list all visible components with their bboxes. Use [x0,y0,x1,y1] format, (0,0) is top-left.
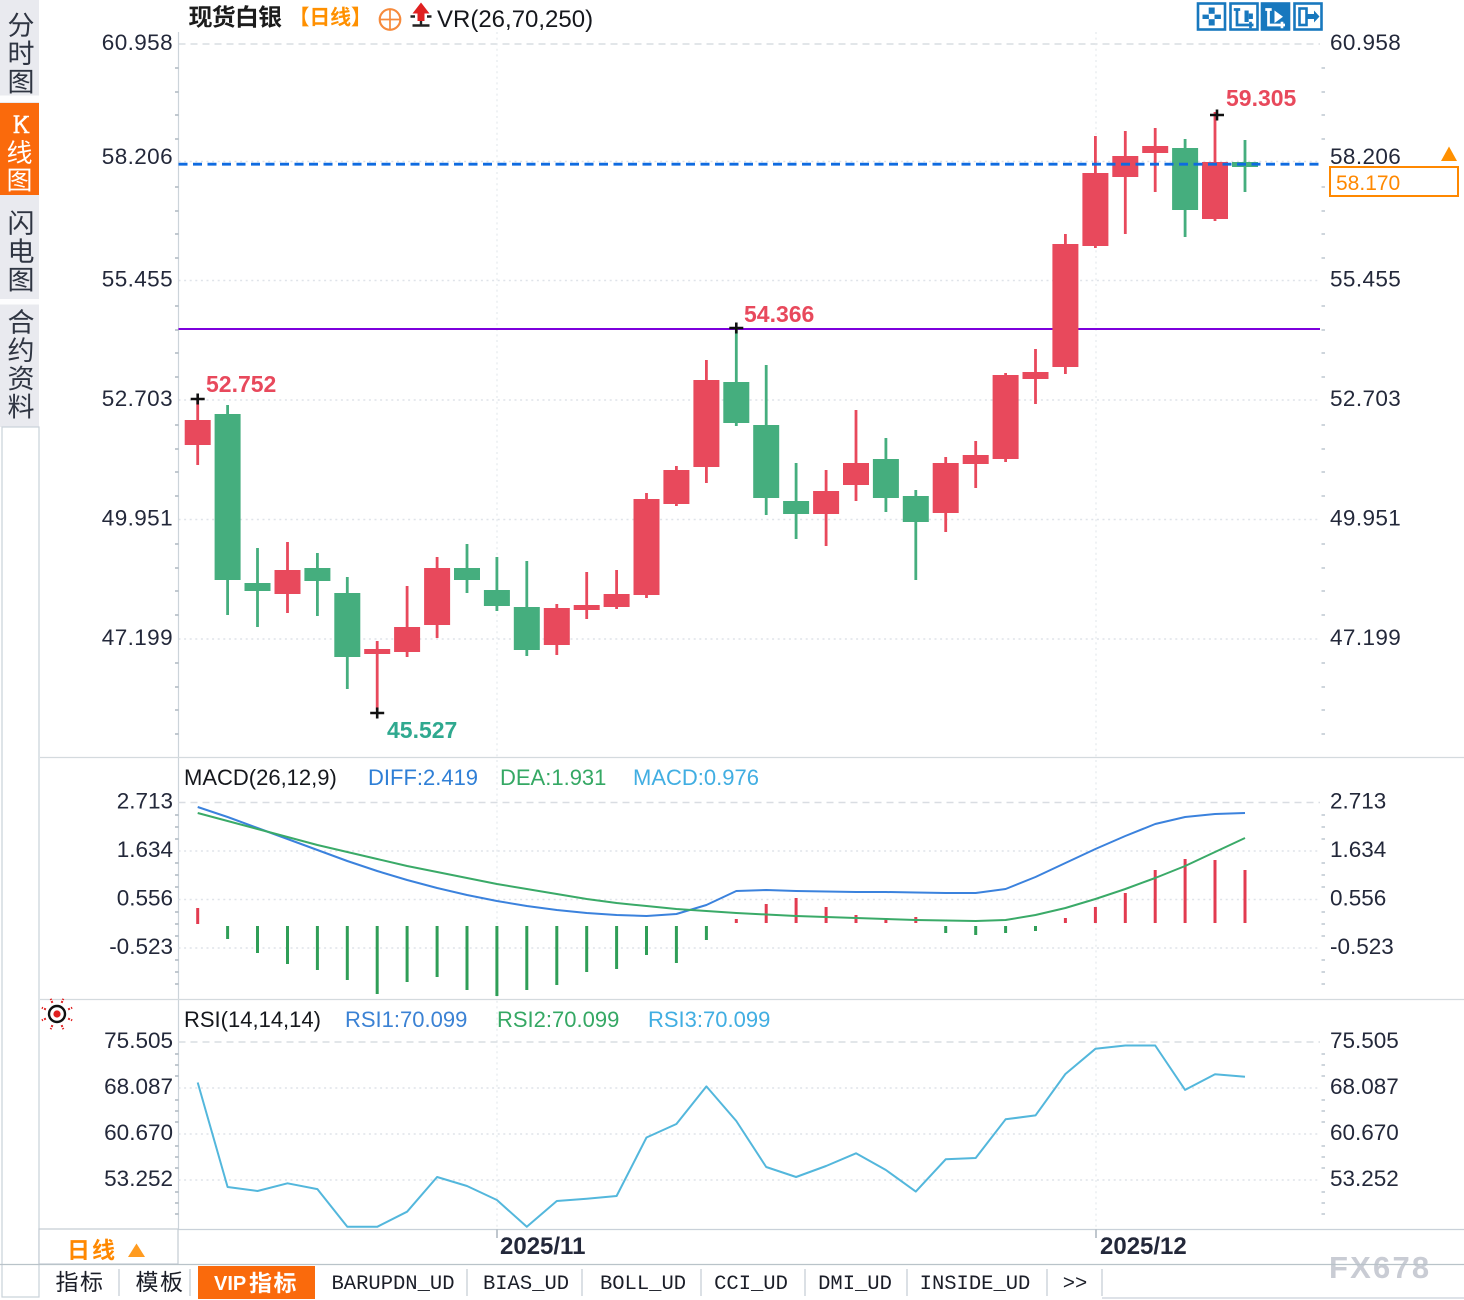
svg-text:-0.523: -0.523 [1330,934,1394,959]
svg-text:47.199: 47.199 [1330,625,1401,650]
svg-text:49.951: 49.951 [1330,506,1401,531]
svg-text:55.455: 55.455 [102,267,173,292]
svg-text:CCI_UD: CCI_UD [714,1273,788,1296]
svg-text:DMI_UD: DMI_UD [818,1273,892,1296]
svg-text:RSI2:70.099: RSI2:70.099 [497,1007,619,1032]
svg-text:2025/12: 2025/12 [1100,1233,1187,1260]
svg-text:58.206: 58.206 [1330,144,1401,169]
svg-text:49.951: 49.951 [102,506,173,531]
svg-text:DEA:1.931: DEA:1.931 [500,765,606,790]
svg-text:1.634: 1.634 [1330,837,1386,862]
svg-text:FX678: FX678 [1329,1250,1431,1285]
svg-text:68.087: 68.087 [104,1074,173,1099]
svg-text:>>: >> [1063,1273,1088,1296]
svg-text:DIFF:2.419: DIFF:2.419 [368,765,478,790]
svg-text:52.703: 52.703 [1330,386,1401,411]
svg-text:RSI3:70.099: RSI3:70.099 [648,1007,770,1032]
svg-text:58.206: 58.206 [102,144,173,169]
svg-text:RSI1:70.099: RSI1:70.099 [345,1007,467,1032]
svg-text:55.455: 55.455 [1330,267,1401,292]
svg-text:VR(26,70,250): VR(26,70,250) [437,6,593,33]
svg-text:0.556: 0.556 [117,886,173,911]
svg-text:58.170: 58.170 [1336,172,1400,195]
svg-text:60.670: 60.670 [104,1120,173,1145]
svg-text:52.752: 52.752 [206,371,276,397]
svg-text:INSIDE_UD: INSIDE_UD [920,1273,1031,1296]
svg-text:2.713: 2.713 [1330,789,1386,814]
svg-text:1.634: 1.634 [117,837,173,862]
svg-text:54.366: 54.366 [744,301,814,327]
svg-text:75.505: 75.505 [1330,1028,1399,1053]
svg-text:BIAS_UD: BIAS_UD [483,1273,569,1296]
svg-text:MACD(26,12,9): MACD(26,12,9) [184,765,337,790]
svg-text:47.199: 47.199 [102,625,173,650]
svg-text:60.670: 60.670 [1330,1120,1399,1145]
svg-text:68.087: 68.087 [1330,1074,1399,1099]
svg-text:0.556: 0.556 [1330,886,1386,911]
svg-text:60.958: 60.958 [102,30,173,55]
svg-text:45.527: 45.527 [387,717,457,743]
svg-text:MACD:0.976: MACD:0.976 [633,765,759,790]
svg-text:VIP: VIP [214,1273,246,1295]
svg-text:53.252: 53.252 [1330,1166,1399,1191]
svg-text:2.713: 2.713 [117,789,173,814]
svg-text:BARUPDN_UD: BARUPDN_UD [331,1273,454,1296]
svg-text:RSI(14,14,14): RSI(14,14,14) [184,1007,321,1032]
svg-text:59.305: 59.305 [1226,85,1297,111]
svg-text:75.505: 75.505 [104,1028,173,1053]
svg-text:60.958: 60.958 [1330,30,1401,55]
svg-text:-0.523: -0.523 [109,934,173,959]
svg-text:BOLL_UD: BOLL_UD [600,1273,686,1296]
svg-text:52.703: 52.703 [102,386,173,411]
svg-text:53.252: 53.252 [104,1166,173,1191]
svg-text:2025/11: 2025/11 [500,1233,585,1260]
